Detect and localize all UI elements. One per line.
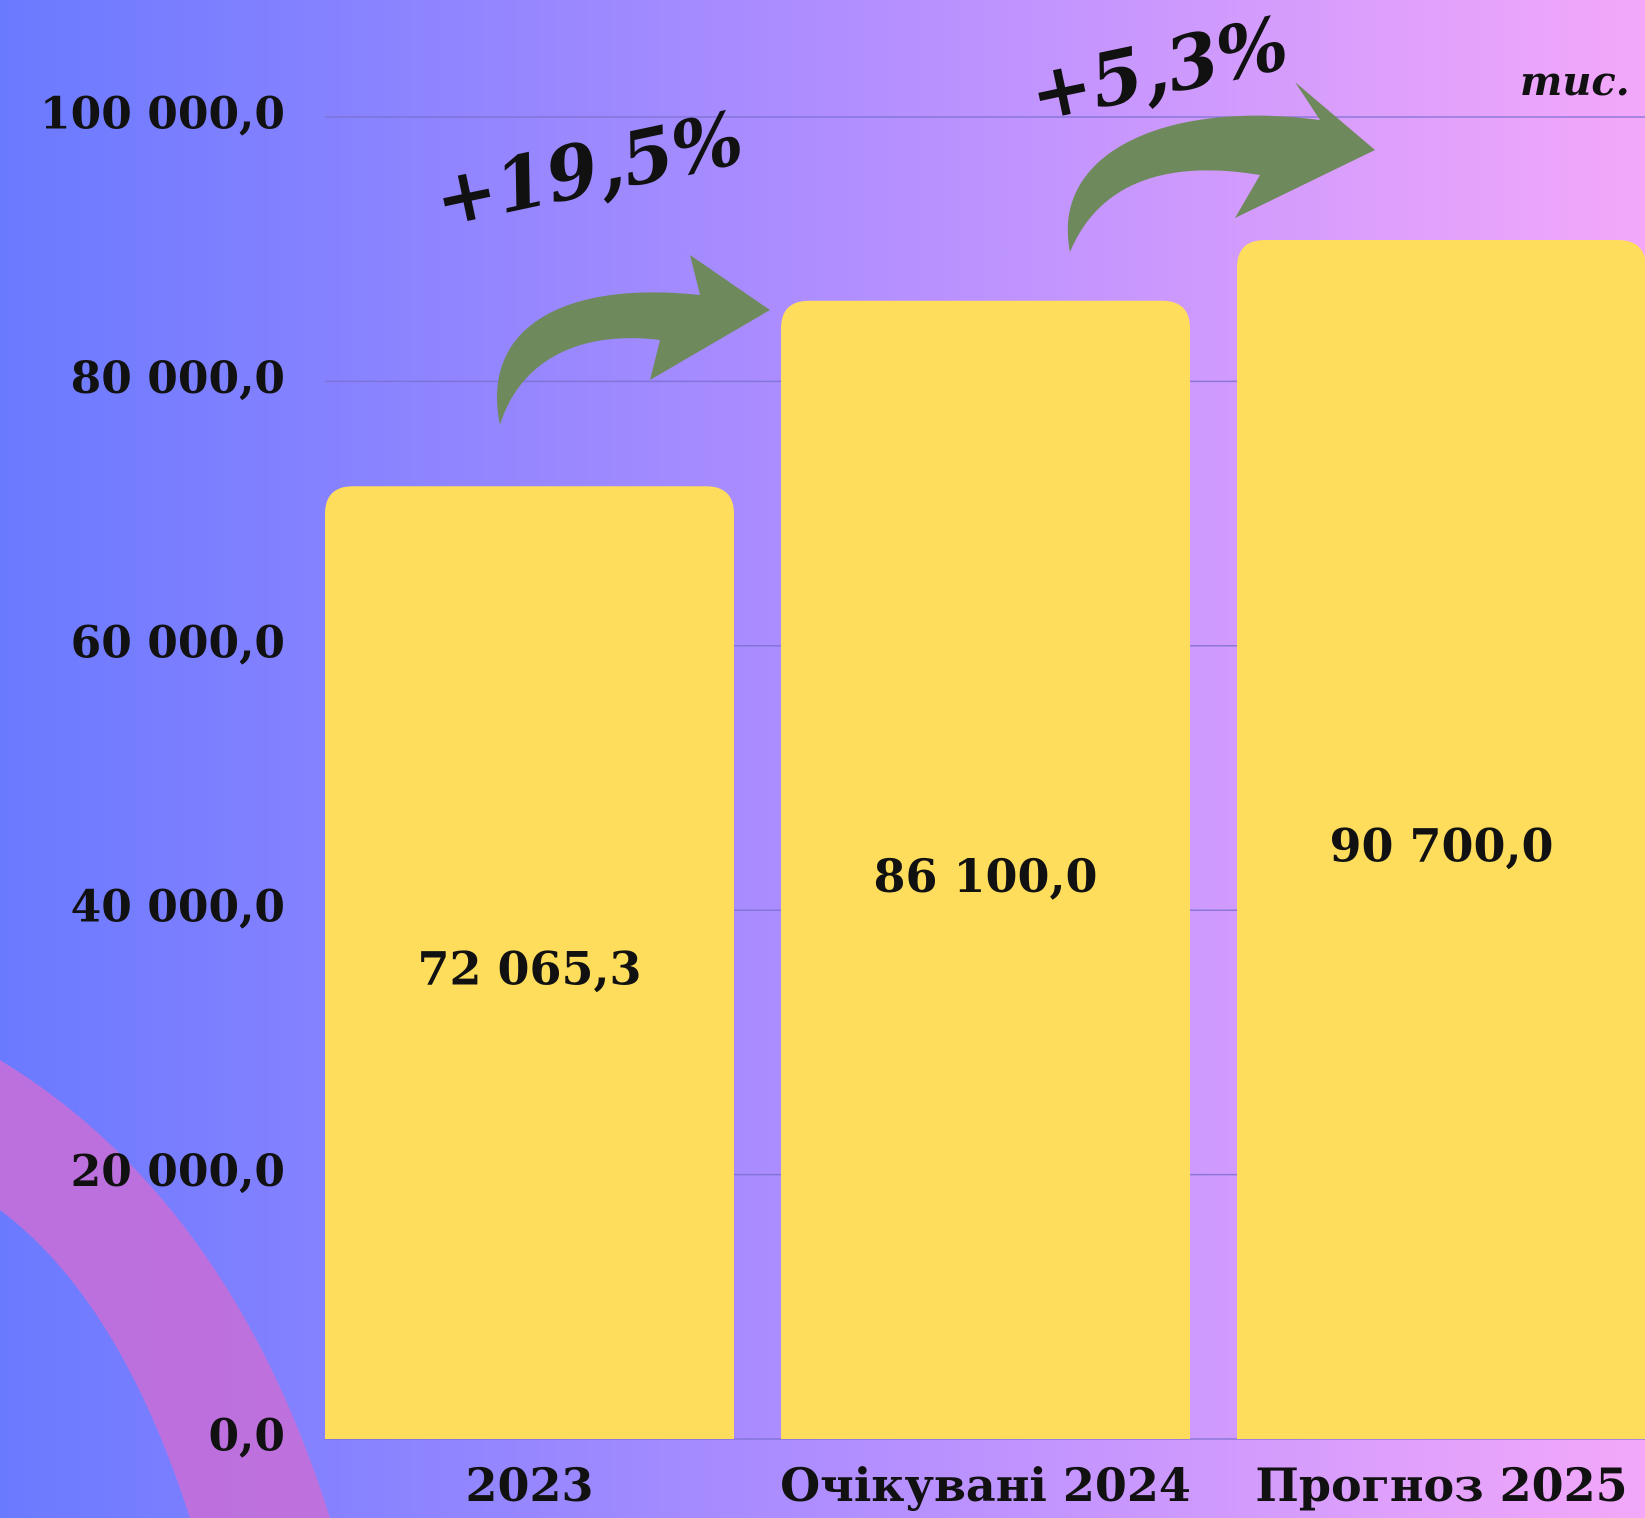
x-tick-label: 2023	[465, 1458, 593, 1512]
y-tick-label: 80 000,0	[71, 353, 285, 404]
y-tick-label: 0,0	[208, 1411, 285, 1462]
bar	[781, 300, 1190, 1439]
y-tick-label: 100 000,0	[40, 89, 285, 140]
y-tick-label: 40 000,0	[71, 882, 285, 933]
bar	[325, 486, 734, 1439]
arrow	[496, 255, 770, 425]
bar	[1237, 239, 1645, 1439]
value-label: 86 100,0	[873, 849, 1097, 903]
y-tick-label: 20 000,0	[71, 1146, 285, 1197]
y-tick-label: 60 000,0	[71, 617, 285, 668]
value-label: 72 065,3	[417, 942, 641, 996]
value-label: 90 700,0	[1329, 818, 1553, 872]
unit-label: тис.	[1520, 58, 1630, 105]
arrow	[1067, 82, 1375, 252]
x-tick-label: Прогноз 2025	[1255, 1458, 1627, 1512]
x-tick-label: Очікувані 2024	[780, 1458, 1191, 1512]
decor-arc	[0, 1060, 330, 1518]
